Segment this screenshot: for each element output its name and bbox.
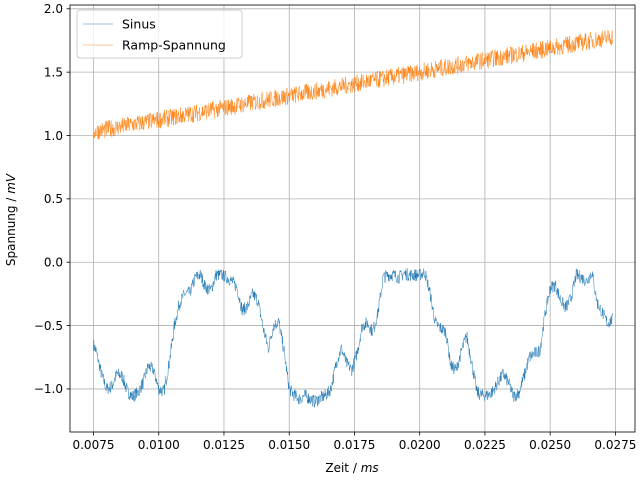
x-axis-label-unit: ms: [361, 461, 379, 475]
x-axis-label: Zeit / ms: [325, 461, 378, 475]
x-tick-label: 0.0225: [464, 438, 506, 452]
x-axis-label-prefix: Zeit /: [325, 461, 360, 475]
x-tick-label: 0.0100: [138, 438, 180, 452]
grid: [70, 5, 635, 432]
y-axis: −1.0 −0.5 0.0 0.5 1.0 1.5 2.0: [34, 2, 70, 396]
x-tick-label: 0.0125: [203, 438, 245, 452]
y-tick-label: 2.0: [44, 2, 63, 16]
legend-label-sinus: Sinus: [122, 17, 156, 32]
y-axis-label-prefix: Spannung /: [4, 194, 18, 266]
x-tick-label: 0.0250: [529, 438, 571, 452]
x-tick-label: 0.0200: [399, 438, 441, 452]
legend-box: [76, 9, 243, 59]
y-axis-label: Spannung / mV: [4, 173, 18, 266]
series-layer: [93, 30, 614, 408]
y-tick-label: −1.0: [34, 382, 63, 396]
y-tick-label: 0.0: [44, 256, 63, 270]
y-tick-label: 0.5: [44, 192, 63, 206]
plot-frame: [69, 4, 636, 433]
x-tick-label: 0.0275: [594, 438, 636, 452]
legend: Sinus Ramp-Spannung: [76, 9, 243, 59]
y-tick-label: 1.0: [44, 129, 63, 143]
y-tick-label: 1.5: [44, 65, 63, 79]
series-line-ramp-spannung: [93, 30, 614, 140]
x-tick-label: 0.0175: [333, 438, 375, 452]
x-tick-label: 0.0075: [72, 438, 114, 452]
y-tick-label: −0.5: [34, 319, 63, 333]
x-axis: 0.0075 0.0100 0.0125 0.0150 0.0175 0.0200 0.02…: [72, 432, 636, 452]
series-line-sinus: [93, 267, 614, 408]
legend-label-ramp-spannung: Ramp-Spannung: [122, 38, 226, 53]
x-tick-label: 0.0150: [268, 438, 310, 452]
y-axis-label-unit: mV: [4, 173, 18, 194]
